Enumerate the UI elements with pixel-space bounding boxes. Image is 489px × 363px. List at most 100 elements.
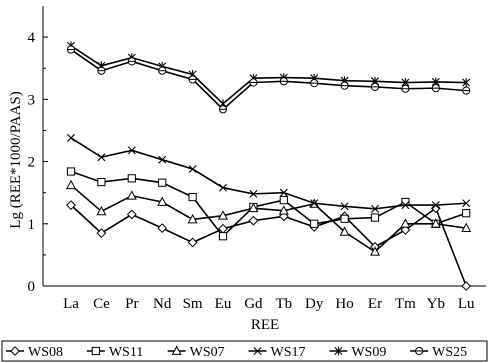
data-point: [400, 218, 411, 228]
data-point: [310, 219, 319, 228]
legend-label: WS17: [271, 345, 306, 360]
data-point: [279, 196, 288, 205]
data-point: [97, 66, 106, 75]
data-point: [430, 203, 441, 214]
data-point: [188, 165, 197, 174]
series-line: [70, 170, 467, 238]
legend-marker: [10, 346, 20, 356]
data-point: [370, 213, 380, 222]
data-point: [219, 183, 227, 192]
legend-label: WS07: [190, 345, 225, 360]
data-point: [310, 79, 319, 88]
x-tick-label: Gd: [244, 296, 263, 312]
data-point: [279, 77, 288, 86]
data-point: [248, 215, 259, 226]
legend-marker: [171, 345, 182, 355]
legend-label: WS09: [351, 345, 386, 360]
data-point: [279, 188, 288, 197]
data-point: [431, 84, 440, 93]
legend-box: [1, 340, 488, 362]
legend-label: WS08: [28, 345, 63, 360]
series-line: [70, 45, 467, 105]
data-point: [66, 167, 76, 176]
x-tick-label: Er: [368, 296, 382, 312]
x-tick-label: Lu: [458, 296, 475, 312]
axes: 0 1 2 3 4 La Ce Pr Nd Sm Eu Gd Tb Dy Ho Er Tm Yb Lu: [28, 6, 486, 312]
data-point: [430, 218, 441, 228]
legend-item-ws07: WS07: [167, 345, 225, 360]
data-point: [127, 57, 136, 66]
legend: WS08 WS11 WS07 WS17 WS09 WS25: [1, 340, 488, 362]
legend-marker: [253, 347, 262, 355]
x-tick-label: La: [63, 296, 79, 312]
data-point: [310, 199, 319, 208]
data-point: [218, 105, 228, 114]
data-point: [371, 204, 379, 213]
data-point: [461, 281, 472, 291]
data-point: [278, 205, 289, 215]
series-layer: [65, 41, 472, 291]
series-ws08: [66, 200, 472, 291]
data-point: [65, 179, 77, 190]
y-tick-label: 0: [28, 279, 36, 295]
data-point: [126, 190, 137, 200]
data-point: [401, 201, 410, 210]
x-tick-label: Tb: [275, 296, 292, 312]
x-tick-label: Ho: [335, 296, 353, 312]
series-line: [70, 137, 467, 210]
data-point: [66, 200, 76, 211]
data-point: [340, 202, 349, 211]
series-ws11: [66, 167, 471, 241]
data-point: [158, 66, 167, 75]
y-tick-label: 2: [28, 155, 36, 171]
series-ws09: [67, 41, 471, 109]
data-point: [248, 202, 259, 213]
legend-item-ws17: WS17: [248, 345, 306, 360]
legend-item-ws11: WS11: [86, 345, 143, 360]
data-point: [339, 226, 350, 236]
data-point: [127, 174, 136, 183]
data-point: [158, 155, 167, 164]
series-ws07: [65, 179, 472, 256]
legend-item-ws09: WS09: [329, 345, 386, 360]
legend-marker: [415, 346, 424, 356]
data-point: [462, 199, 471, 208]
data-point: [249, 189, 258, 198]
series-ws17: [67, 133, 471, 213]
data-point: [188, 75, 197, 84]
data-point: [462, 86, 471, 95]
data-point: [187, 213, 198, 224]
series-line: [70, 204, 467, 287]
data-point: [96, 205, 107, 216]
legend-marker: [91, 346, 100, 356]
data-point: [369, 246, 381, 256]
data-point: [187, 237, 198, 248]
legend-label: WS11: [109, 345, 143, 360]
data-point: [370, 82, 380, 91]
y-tick-label: 4: [28, 30, 36, 46]
y-axis-title: Lg (REE*1000/PAAS): [8, 91, 24, 228]
y-tick-label: 3: [28, 92, 36, 108]
x-tick-label: Ce: [93, 296, 110, 312]
y-tick-label: 1: [28, 217, 36, 233]
data-point: [157, 196, 168, 206]
legend-marker: [334, 346, 343, 356]
data-point: [400, 225, 411, 235]
data-point: [158, 178, 167, 187]
data-point: [218, 232, 228, 241]
data-point: [66, 45, 76, 54]
legend-item-ws08: WS08: [6, 345, 63, 360]
data-point: [401, 84, 410, 93]
data-point: [96, 228, 107, 239]
legend-item-ws25: WS25: [410, 345, 467, 360]
data-point: [431, 201, 440, 210]
series-line: [70, 184, 467, 253]
x-tick-label: Eu: [215, 296, 232, 312]
data-point: [97, 177, 106, 187]
data-point: [126, 209, 137, 220]
data-point: [188, 192, 197, 202]
data-point: [461, 222, 472, 233]
x-tick-label: Pr: [125, 296, 138, 312]
x-tick-label: Sm: [183, 296, 203, 312]
